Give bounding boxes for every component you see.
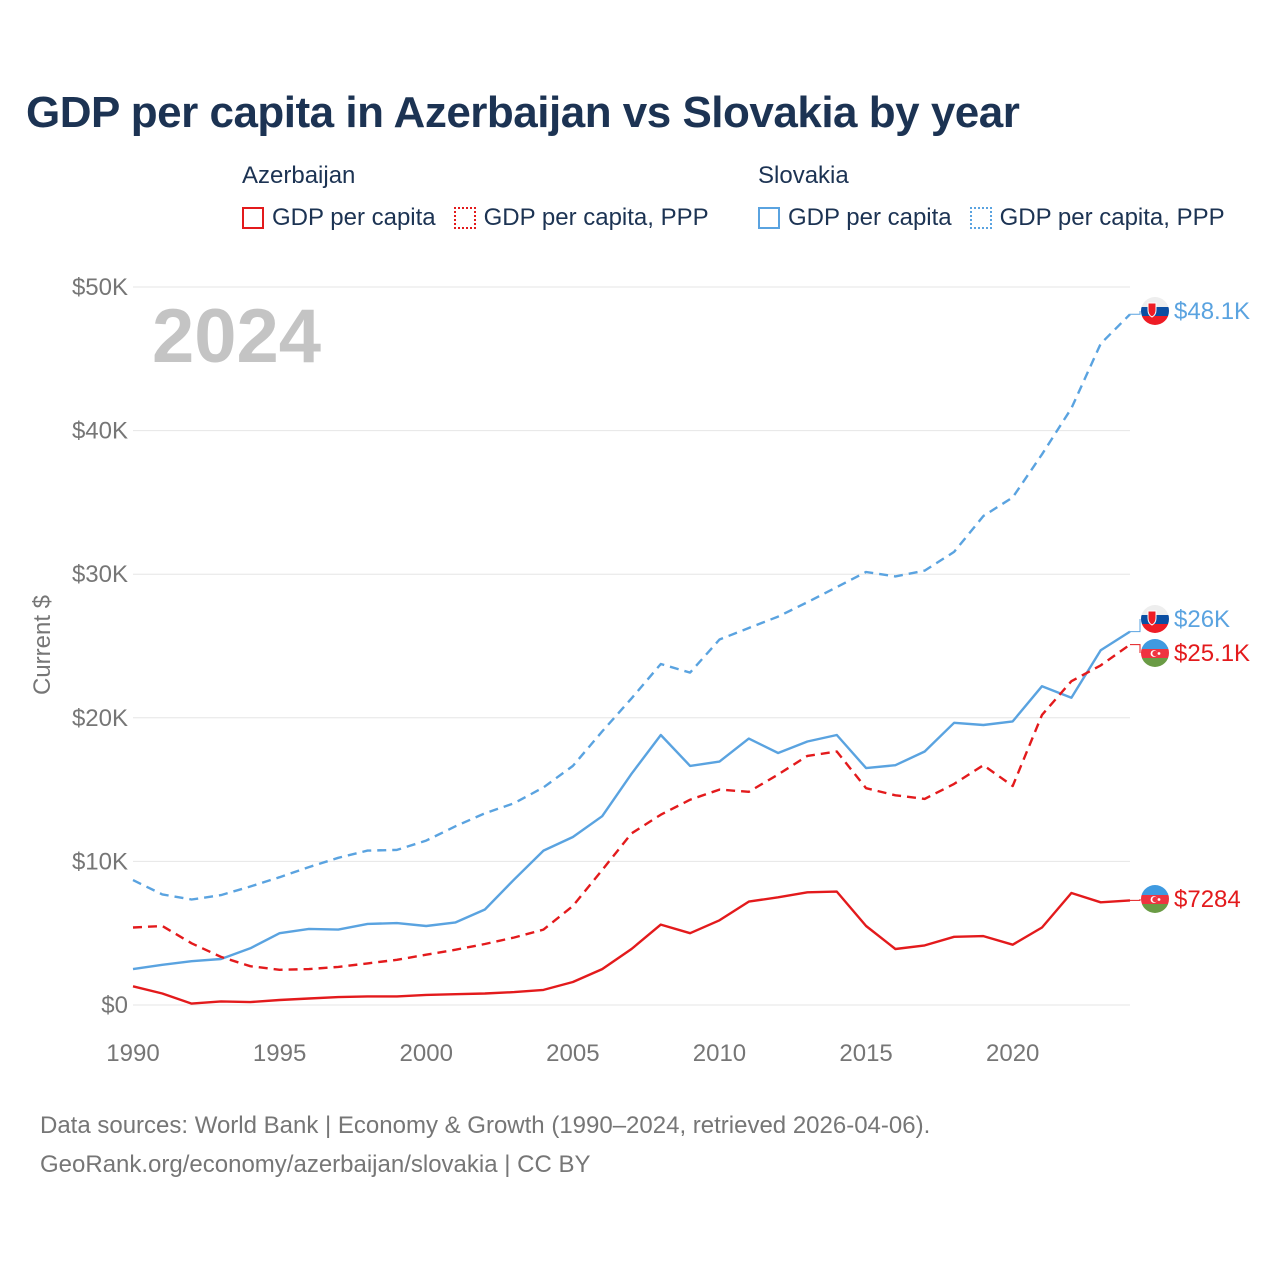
legend-item-label: GDP per capita: [788, 204, 952, 231]
footer-attribution: GeoRank.org/economy/azerbaijan/slovakia …: [40, 1151, 591, 1178]
y-tick-label: $50K: [72, 274, 128, 301]
y-axis-label: Current $: [29, 595, 56, 695]
slovakia-flag-icon: [1141, 605, 1169, 633]
legend-item-label: GDP per capita: [272, 204, 436, 231]
legend-group-slovakia: Slovakia GDP per capita GDP per capita, …: [758, 162, 1243, 232]
series-end-label: $26K: [1174, 606, 1230, 633]
leader-line: [1130, 644, 1141, 653]
legend-swatch-solid: [758, 207, 780, 229]
series-lines: [132, 313, 1131, 1005]
legend-item-azerbaijan-gdp-ppp[interactable]: GDP per capita, PPP: [453, 204, 709, 232]
y-tick-label: $30K: [72, 561, 128, 588]
y-tick-label: $40K: [72, 418, 128, 445]
leader-line: [1130, 899, 1141, 901]
x-tick-label: 1995: [253, 1040, 306, 1067]
x-tick-label: 1990: [106, 1040, 159, 1067]
series-line: [132, 643, 1131, 971]
legend-item-slovakia-gdp[interactable]: GDP per capita: [758, 204, 952, 232]
y-tick-label: $0: [101, 992, 128, 1019]
x-axis-ticks: 1990 1995 2000 2005 2010 2015 2020: [106, 1040, 1039, 1067]
series-end-label: $25.1K: [1174, 640, 1250, 667]
legend-item-label: GDP per capita, PPP: [483, 204, 709, 231]
legend-swatch-dotted: [969, 207, 992, 229]
y-tick-label: $10K: [72, 848, 128, 875]
series-end-label: $7284: [1174, 886, 1241, 913]
series-line: [132, 890, 1131, 1005]
legend-item-azerbaijan-gdp[interactable]: GDP per capita: [242, 204, 436, 232]
legend-swatch-solid: [242, 207, 264, 229]
legend-country-label: Azerbaijan: [242, 162, 356, 189]
legend-swatch-dotted: [453, 207, 476, 229]
legend-item-label: GDP per capita, PPP: [999, 204, 1225, 231]
legend-item-slovakia-gdp-ppp[interactable]: GDP per capita, PPP: [969, 204, 1225, 232]
x-tick-label: 2005: [546, 1040, 599, 1067]
y-tick-label: $20K: [72, 705, 128, 732]
year-watermark: 2024: [152, 294, 321, 379]
chart-title: GDP per capita in Azerbaijan vs Slovakia…: [26, 88, 1020, 137]
footer-source: Data sources: World Bank | Economy & Gro…: [40, 1112, 931, 1139]
footer: Data sources: World Bank | Economy & Gro…: [40, 1106, 930, 1184]
x-tick-label: 2015: [839, 1040, 892, 1067]
x-tick-label: 2000: [400, 1040, 453, 1067]
azerbaijan-flag-icon: [1141, 639, 1169, 667]
x-tick-label: 2020: [986, 1040, 1039, 1067]
x-tick-label: 2010: [693, 1040, 746, 1067]
series-end-label: $48.1K: [1174, 298, 1250, 325]
series-line: [132, 313, 1131, 901]
end-markers: $48.1K $26K $25.1K $7284: [1130, 297, 1250, 913]
slovakia-flag-icon: [1141, 297, 1169, 325]
leader-line: [1130, 311, 1141, 315]
grid-lines: [133, 286, 1130, 1006]
leader-line: [1130, 619, 1141, 633]
series-line: [132, 630, 1131, 971]
legend-country-label: Slovakia: [758, 162, 849, 189]
legend-group-azerbaijan: Azerbaijan GDP per capita GDP per capita…: [242, 162, 727, 232]
y-axis-ticks: $0 $10K $20K $30K $40K $50K: [72, 274, 128, 1019]
azerbaijan-flag-icon: [1141, 885, 1169, 913]
